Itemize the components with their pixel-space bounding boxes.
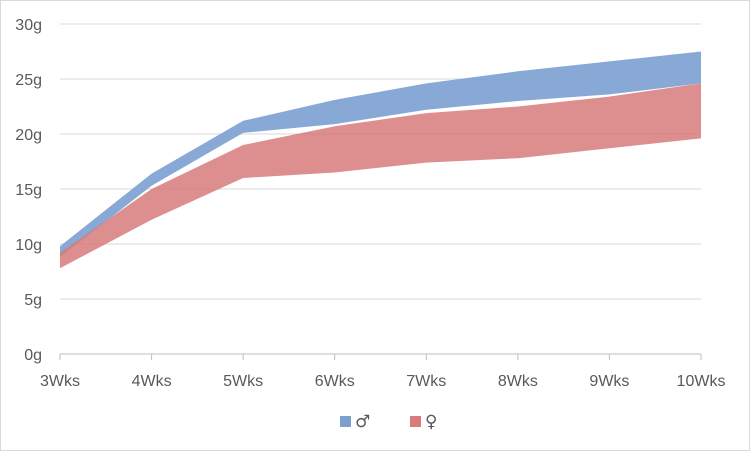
legend-label: ♂	[355, 412, 370, 432]
legend-item-0: ♂	[340, 412, 370, 432]
y-axis-tick-labels: 0g 5g 10g 15g 20g 25g 30g	[15, 17, 42, 364]
y-tick-label: 15g	[15, 182, 42, 199]
x-tick-label: 8Wks	[498, 373, 538, 390]
x-tick-label: 7Wks	[406, 373, 446, 390]
legend-label: ♀	[425, 412, 437, 432]
x-tick-label: 9Wks	[589, 373, 629, 390]
y-tick-label: 30g	[15, 17, 42, 34]
x-tick-label: 10Wks	[677, 373, 726, 390]
x-tick-label: 3Wks	[40, 373, 80, 390]
x-tick-label: 6Wks	[315, 373, 355, 390]
y-tick-label: 0g	[24, 347, 42, 364]
series-band-1	[60, 83, 701, 269]
legend-item-1: ♀	[410, 412, 437, 432]
legend-swatch	[340, 416, 351, 427]
series-bands	[60, 51, 701, 269]
x-tick-label: 5Wks	[223, 373, 263, 390]
x-axis-tick-labels: 3Wks 4Wks 5Wks 6Wks 7Wks 8Wks 9Wks 10Wks	[40, 373, 725, 390]
x-axis	[59, 353, 702, 360]
y-tick-label: 20g	[15, 127, 42, 144]
legend: ♂ ♀	[340, 412, 437, 432]
series-band-0	[60, 51, 701, 258]
y-tick-label: 25g	[15, 72, 42, 89]
legend-swatch	[410, 416, 421, 427]
x-tick-label: 4Wks	[132, 373, 172, 390]
y-tick-label: 5g	[24, 292, 42, 309]
y-tick-label: 10g	[15, 237, 42, 254]
